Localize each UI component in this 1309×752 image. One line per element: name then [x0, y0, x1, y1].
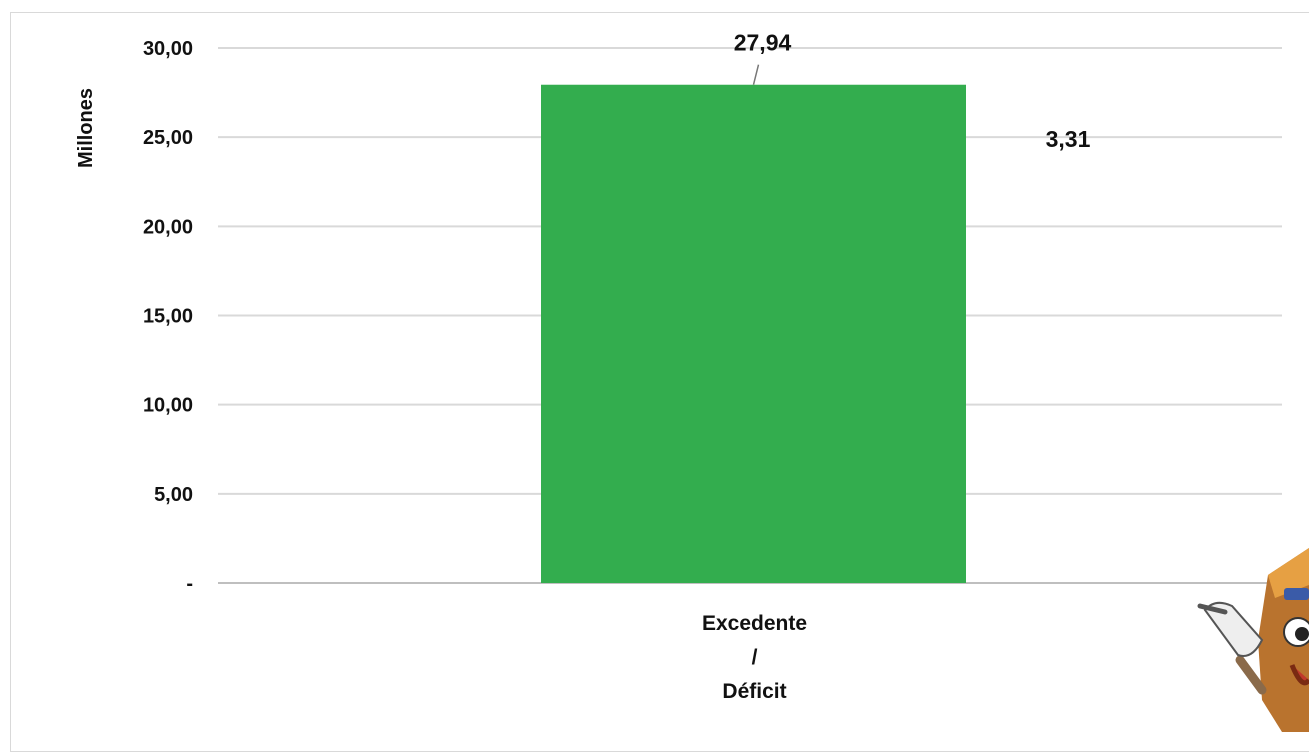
y-tick-label: 5,00	[154, 484, 193, 506]
data-label-leader-line	[752, 64, 760, 85]
mascot-illustration	[1197, 548, 1309, 732]
annotation-value-label: 3,31	[1046, 126, 1091, 152]
y-axis-title: Millones	[75, 88, 97, 168]
y-tick-label: 30,00	[143, 38, 193, 60]
y-tick-label: 15,00	[143, 306, 193, 328]
y-axis-ticks: - 5,00 10,00 15,00 20,00 25,00 30,00	[143, 38, 193, 595]
data-labels: 27,94 3,31	[734, 30, 1091, 152]
y-tick-label: 25,00	[143, 127, 193, 149]
bars	[541, 84, 966, 583]
y-tick-label: 20,00	[143, 216, 193, 238]
bar-value-label: 27,94	[734, 30, 792, 56]
category-label-line: /	[752, 646, 758, 669]
category-label-line: Déficit	[722, 680, 786, 703]
x-axis-category-label: Excedente / Déficit	[702, 612, 807, 703]
bar	[541, 84, 966, 583]
bar-chart: - 5,00 10,00 15,00 20,00 25,00 30,00 27,94 3,31…	[75, 30, 1309, 732]
category-label-line: Excedente	[702, 612, 807, 635]
y-tick-label: -	[186, 573, 193, 595]
y-tick-label: 10,00	[143, 395, 193, 417]
